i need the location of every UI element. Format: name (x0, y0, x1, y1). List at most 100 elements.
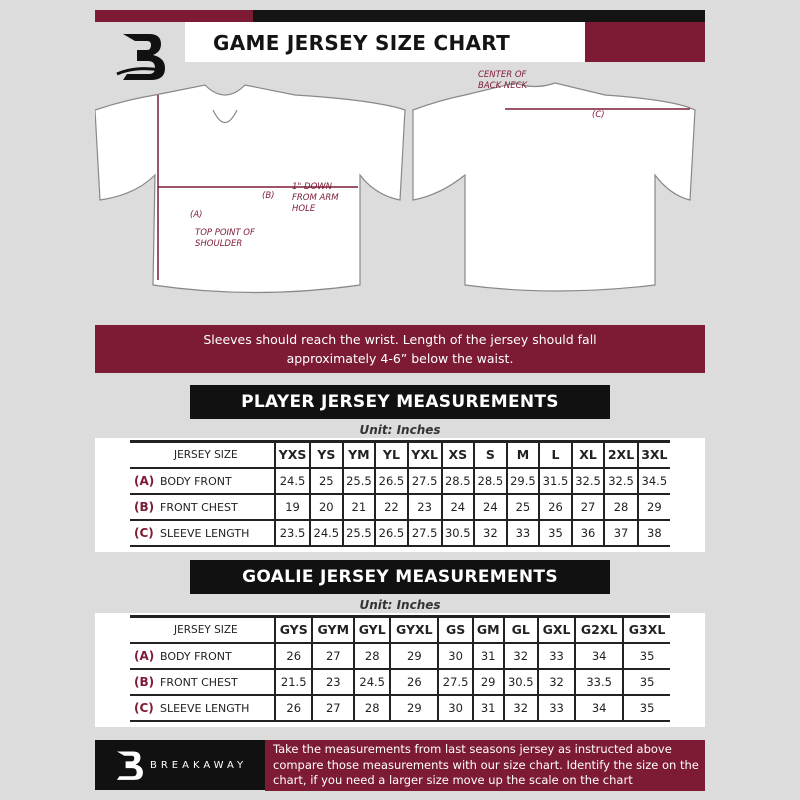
measurement-cell: 29 (389, 642, 439, 670)
measurement-cell: 31 (471, 694, 504, 722)
measurement-row: (C) SLEEVE LENGTH 26 27 28 29 30 31 32 33 34 35 (130, 694, 670, 722)
goalie-heading: GOALIE JERSEY MEASUREMENTS (190, 560, 610, 594)
measurement-cell: 31.5 (538, 467, 572, 495)
measurement-cell: 26.5 (374, 519, 408, 547)
measurement-cell: 26 (538, 493, 572, 521)
size-header-row: JERSEY SIZE GYS GYM GYL GYXL GS GM GL GXL G2XL G3X… (130, 615, 670, 644)
measurement-cell: 22 (374, 493, 408, 521)
row-name: BODY FRONT (160, 474, 232, 488)
size-header: XS (440, 440, 475, 469)
measurement-cell: 30.5 (502, 668, 538, 696)
front-jersey-outline (95, 84, 406, 294)
measurement-cell: 34 (574, 694, 624, 722)
measurement-row: (A) BODY FRONT 24.5 25 25.5 26.5 27.5 28.5 28.5 2… (130, 467, 670, 495)
row-name: FRONT CHEST (160, 675, 238, 689)
measurement-cell: 26 (273, 642, 313, 670)
row-label: (B) FRONT CHEST (130, 668, 275, 696)
size-header: GXL (536, 615, 576, 644)
label-b: (B) (262, 191, 275, 201)
back-jersey-outline (412, 82, 696, 292)
measurement-cell: 21 (341, 493, 376, 521)
measurement-cell: 21.5 (273, 668, 313, 696)
size-header: GYM (311, 615, 355, 644)
player-size-table: JERSEY SIZE YXS YS YM YL YXL XS S M L XL 2XL 3XL (A) B… (130, 440, 670, 547)
size-header: YXL (406, 440, 442, 469)
jersey-diagram (95, 82, 696, 294)
row-letter: (A) (134, 648, 155, 663)
measurement-cell: 29.5 (505, 467, 540, 495)
size-header: GYS (273, 615, 313, 644)
measurement-cell: 27.5 (406, 467, 442, 495)
size-header: YM (341, 440, 376, 469)
measurement-cell: 24.5 (273, 467, 311, 495)
measurement-cell: 34.5 (636, 467, 670, 495)
measurement-cell: 28 (603, 493, 638, 521)
measurement-cell: 28 (353, 642, 391, 670)
measurement-cell: 37 (603, 519, 638, 547)
size-header: G2XL (574, 615, 624, 644)
row-label: (B) FRONT CHEST (130, 493, 275, 521)
footer-brand-block (95, 740, 265, 790)
measurement-cell: 27 (570, 493, 605, 521)
measurement-cell: 28 (353, 694, 391, 722)
player-unit: Unit: Inches (359, 423, 441, 437)
size-header-row: JERSEY SIZE YXS YS YM YL YXL XS S M L XL 2XL 3XL (130, 440, 670, 469)
size-label: JERSEY SIZE (130, 615, 275, 644)
size-header: GL (502, 615, 538, 644)
footer-instructions: Take the measurements from last seasons … (265, 740, 705, 791)
size-header: L (538, 440, 572, 469)
goalie-size-table: JERSEY SIZE GYS GYM GYL GYXL GS GM GL GXL G2XL G3X… (130, 615, 670, 722)
top-accent-bar (95, 10, 253, 22)
measurement-cell: 35 (538, 519, 572, 547)
measurement-cell: 32 (536, 668, 576, 696)
row-name: BODY FRONT (160, 649, 232, 663)
measurement-cell: 32.5 (603, 467, 638, 495)
size-header: XL (570, 440, 605, 469)
measurement-cell: 29 (389, 694, 439, 722)
size-header: 3XL (636, 440, 670, 469)
measurement-cell: 25 (505, 493, 540, 521)
measurement-cell: 32 (502, 642, 538, 670)
measurement-cell: 32 (473, 519, 507, 547)
row-letter: (B) (134, 499, 155, 514)
measurement-cell: 24 (440, 493, 475, 521)
measurement-cell: 35 (622, 642, 670, 670)
player-heading: PLAYER JERSEY MEASUREMENTS (190, 385, 610, 419)
measurement-cell: 25 (309, 467, 343, 495)
size-header: YS (309, 440, 343, 469)
measurement-cell: 27 (311, 694, 355, 722)
row-label: (A) BODY FRONT (130, 642, 275, 670)
measurement-cell: 35 (622, 668, 670, 696)
measurement-cell: 28.5 (473, 467, 507, 495)
measurement-cell: 35 (622, 694, 670, 722)
measurement-cell: 20 (309, 493, 343, 521)
size-header: GYXL (389, 615, 439, 644)
measurement-cell: 29 (471, 668, 504, 696)
row-label: (C) SLEEVE LENGTH (130, 519, 275, 547)
measurement-cell: 24.5 (353, 668, 391, 696)
size-header: G3XL (622, 615, 670, 644)
measurement-cell: 30.5 (440, 519, 475, 547)
size-header: 2XL (603, 440, 638, 469)
measurement-cell: 36 (570, 519, 605, 547)
arm-hole-note: 1" DOWN FROM ARM HOLE (292, 182, 339, 214)
measurement-row: (B) FRONT CHEST 19 20 21 22 23 24 24 25 26 27 28 29 (130, 493, 670, 521)
size-header: GM (471, 615, 504, 644)
size-header: GS (437, 615, 473, 644)
center-back-neck-note: CENTER OF BACK NECK (478, 70, 528, 91)
measurement-cell: 33 (536, 642, 576, 670)
measurement-cell: 24 (473, 493, 507, 521)
label-c: (C) (592, 110, 605, 120)
measurement-cell: 27 (311, 642, 355, 670)
measurement-cell: 26.5 (374, 467, 408, 495)
breakaway-logo-icon (116, 34, 165, 80)
measurement-cell: 23 (406, 493, 442, 521)
row-letter: (C) (134, 700, 154, 715)
measurement-row: (B) FRONT CHEST 21.5 23 24.5 26 27.5 29 30.5 32 33… (130, 668, 670, 696)
label-a: (A) (190, 210, 203, 220)
row-letter: (A) (134, 473, 155, 488)
measurement-cell: 28.5 (440, 467, 475, 495)
size-header: YXS (273, 440, 311, 469)
measurement-cell: 33 (536, 694, 576, 722)
measurement-cell: 25.5 (341, 467, 376, 495)
